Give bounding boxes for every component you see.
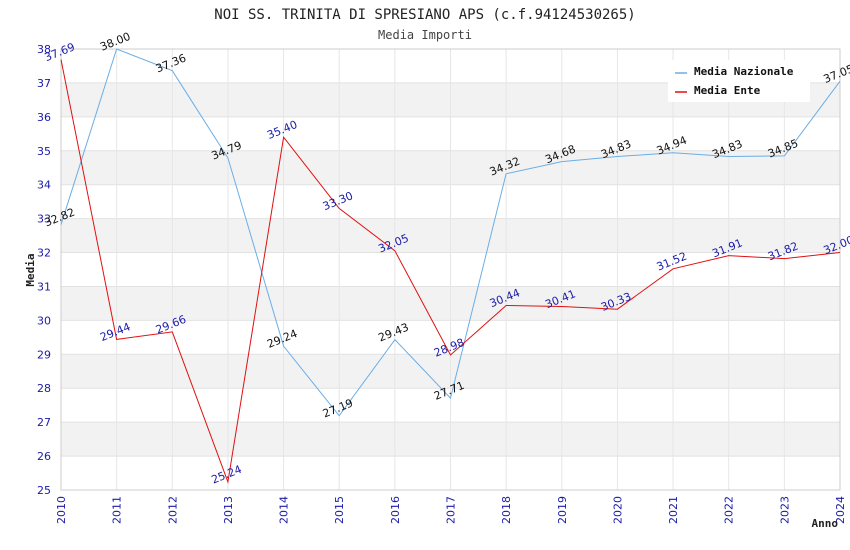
x-tick-label: 2022	[723, 496, 736, 524]
x-tick-label: 2015	[333, 496, 346, 524]
plot-frame	[60, 48, 841, 491]
legend: Media Nazionale Media Ente	[668, 60, 810, 102]
y-tick-label: 26	[37, 450, 51, 463]
data-label-ente: 29.44	[98, 320, 132, 344]
data-label-ente: 35.40	[265, 118, 299, 142]
y-tick-label: 38	[37, 43, 51, 56]
y-axis-ticks: 25 26 27 28 29 30 31 32 33 34 35 36 37 38	[37, 43, 51, 497]
x-tick-label: 2020	[611, 496, 624, 524]
x-tick-label: 2021	[667, 496, 680, 524]
data-label-nazionale: 37.05	[822, 62, 850, 86]
chart-title: NOI SS. TRINITA DI SPRESIANO APS (c.f.94…	[214, 7, 635, 23]
y-tick-label: 29	[37, 348, 51, 361]
data-label-nazionale: 27.19	[321, 397, 355, 421]
series-group	[60, 48, 841, 484]
x-axis-ticks: 2010 2011 2012 2013 2014 2015 2016 2017 2018 2019…	[55, 496, 847, 524]
data-label-ente: 25.24	[210, 463, 244, 487]
y-tick-label: 36	[37, 111, 51, 124]
y-axis-label: Media	[24, 253, 37, 286]
series-line-media-ente	[60, 59, 841, 484]
y-tick-label: 33	[37, 213, 51, 226]
chart-subtitle: Media Importi	[378, 28, 472, 42]
data-label-nazionale: 29.24	[265, 327, 299, 351]
data-label-nazionale: 37.36	[154, 52, 188, 76]
data-label-ente: 33.30	[321, 189, 355, 213]
y-tick-label: 30	[37, 314, 51, 327]
series-line-media-nazionale	[60, 48, 841, 417]
x-tick-label: 2013	[222, 496, 235, 524]
data-label-nazionale: 38.00	[98, 30, 132, 54]
y-tick-label: 34	[37, 179, 51, 192]
x-tick-label: 2014	[278, 496, 291, 524]
x-tick-label: 2024	[834, 496, 847, 524]
x-tick-label: 2011	[111, 496, 124, 524]
y-tick-label: 27	[37, 416, 51, 429]
x-axis-label: Anno	[812, 517, 839, 530]
x-tick-label: 2017	[445, 496, 458, 524]
x-tick-label: 2019	[556, 496, 569, 524]
legend-box	[668, 60, 810, 102]
y-tick-label: 28	[37, 382, 51, 395]
y-tick-label: 31	[37, 280, 51, 293]
x-tick-label: 2010	[55, 496, 68, 524]
x-tick-label: 2018	[500, 496, 513, 524]
y-tick-label: 37	[37, 77, 51, 90]
y-tick-label: 35	[37, 145, 51, 158]
x-tick-label: 2012	[166, 496, 179, 524]
x-tick-label: 2023	[778, 496, 791, 524]
y-tick-label: 25	[37, 484, 51, 497]
x-tick-label: 2016	[389, 496, 402, 524]
legend-label-media-nazionale: Media Nazionale	[694, 65, 794, 78]
legend-label-media-ente: Media Ente	[694, 84, 761, 97]
y-tick-label: 32	[37, 247, 51, 260]
